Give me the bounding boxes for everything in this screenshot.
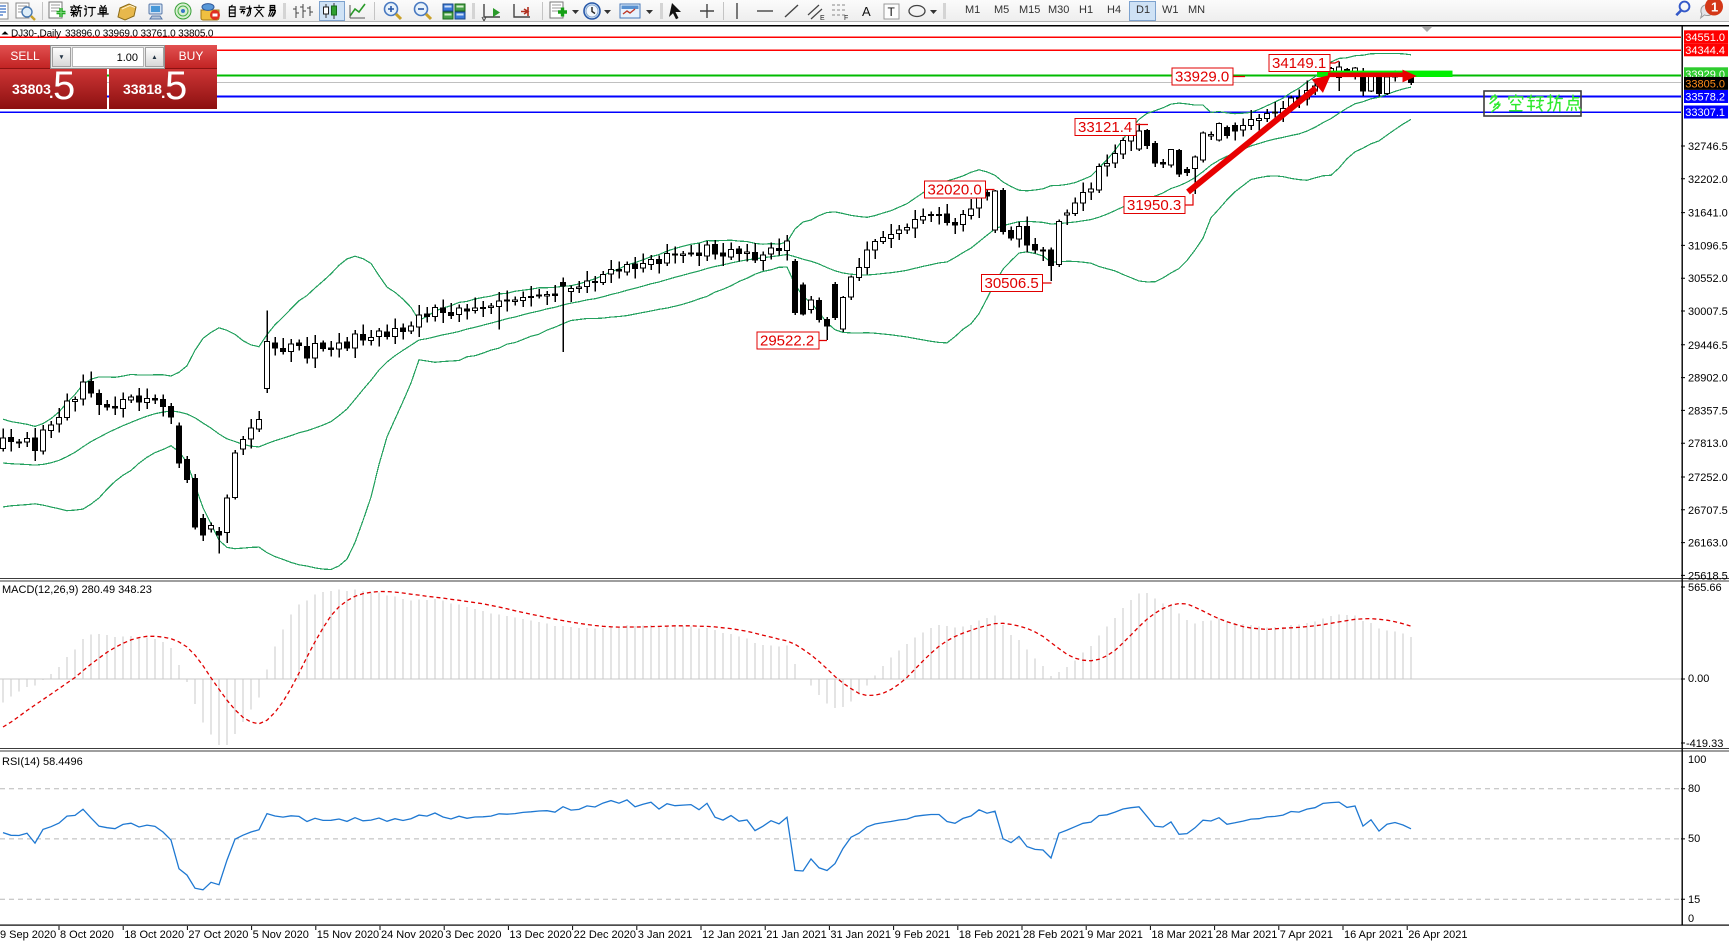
svg-text:31 Jan 2021: 31 Jan 2021 bbox=[830, 929, 891, 941]
svg-text:-419.33: -419.33 bbox=[1686, 738, 1723, 750]
svg-text:E: E bbox=[820, 15, 825, 22]
svg-text:0: 0 bbox=[1688, 913, 1694, 925]
svg-text:34551.0: 34551.0 bbox=[1685, 32, 1725, 44]
svg-text:3 Dec 2020: 3 Dec 2020 bbox=[445, 929, 501, 941]
svg-text:9 Feb 2021: 9 Feb 2021 bbox=[895, 929, 951, 941]
svg-text:RSI(14) 58.4496: RSI(14) 58.4496 bbox=[2, 756, 83, 768]
svg-text:24 Nov 2020: 24 Nov 2020 bbox=[381, 929, 443, 941]
svg-text:32020.0: 32020.0 bbox=[928, 182, 982, 199]
svg-text:100: 100 bbox=[1688, 754, 1706, 766]
svg-text:32202.0: 32202.0 bbox=[1688, 174, 1728, 186]
svg-text:26707.5: 26707.5 bbox=[1688, 505, 1728, 517]
svg-text:9 Sep 2020: 9 Sep 2020 bbox=[0, 929, 56, 941]
svg-text:28 Mar 2021: 28 Mar 2021 bbox=[1216, 929, 1278, 941]
svg-text:30552.0: 30552.0 bbox=[1688, 273, 1728, 285]
svg-text:34149.1: 34149.1 bbox=[1272, 55, 1326, 72]
svg-text:30007.5: 30007.5 bbox=[1688, 306, 1728, 318]
svg-text:18 Oct 2020: 18 Oct 2020 bbox=[124, 929, 184, 941]
svg-text:33307.1: 33307.1 bbox=[1685, 107, 1725, 119]
svg-text:31950.3: 31950.3 bbox=[1127, 197, 1181, 214]
svg-text:32746.5: 32746.5 bbox=[1688, 141, 1728, 153]
svg-text:80: 80 bbox=[1688, 783, 1700, 795]
svg-text:28902.0: 28902.0 bbox=[1688, 373, 1728, 385]
svg-text:27252.0: 27252.0 bbox=[1688, 472, 1728, 484]
svg-text:50: 50 bbox=[1688, 833, 1700, 845]
svg-text:7 Apr 2021: 7 Apr 2021 bbox=[1280, 929, 1333, 941]
svg-text:29446.5: 29446.5 bbox=[1688, 340, 1728, 352]
svg-text:22 Dec 2020: 22 Dec 2020 bbox=[574, 929, 636, 941]
svg-text:33121.4: 33121.4 bbox=[1078, 119, 1132, 136]
svg-text:DJ30-,Daily: DJ30-,Daily bbox=[11, 29, 61, 40]
svg-text:27813.0: 27813.0 bbox=[1688, 438, 1728, 450]
svg-text:25618.5: 25618.5 bbox=[1688, 570, 1728, 582]
svg-text:565.66: 565.66 bbox=[1688, 582, 1722, 594]
svg-text:33929.0: 33929.0 bbox=[1175, 69, 1229, 86]
svg-text:13 Dec 2020: 13 Dec 2020 bbox=[509, 929, 571, 941]
svg-text:31641.0: 31641.0 bbox=[1688, 208, 1728, 220]
svg-text:16 Apr 2021: 16 Apr 2021 bbox=[1344, 929, 1403, 941]
svg-text:18 Feb 2021: 18 Feb 2021 bbox=[959, 929, 1021, 941]
svg-text:33805.0: 33805.0 bbox=[1685, 79, 1725, 91]
svg-text:15: 15 bbox=[1688, 894, 1700, 906]
svg-text:15 Nov 2020: 15 Nov 2020 bbox=[317, 929, 379, 941]
svg-text:34344.4: 34344.4 bbox=[1685, 45, 1725, 57]
svg-text:30506.5: 30506.5 bbox=[985, 275, 1039, 292]
svg-text:12 Jan 2021: 12 Jan 2021 bbox=[702, 929, 763, 941]
svg-text:F: F bbox=[844, 15, 848, 22]
svg-text:3 Jan 2021: 3 Jan 2021 bbox=[638, 929, 692, 941]
svg-text:27 Oct 2020: 27 Oct 2020 bbox=[188, 929, 248, 941]
svg-text:33578.2: 33578.2 bbox=[1685, 92, 1725, 104]
svg-text:9 Mar 2021: 9 Mar 2021 bbox=[1087, 929, 1143, 941]
svg-text:1: 1 bbox=[1711, 0, 1718, 15]
svg-text:28 Feb 2021: 28 Feb 2021 bbox=[1023, 929, 1085, 941]
svg-text:0.00: 0.00 bbox=[1688, 673, 1709, 685]
svg-text:26 Apr 2021: 26 Apr 2021 bbox=[1408, 929, 1467, 941]
svg-text:26163.0: 26163.0 bbox=[1688, 538, 1728, 550]
svg-text:33896.0 33969.0 33761.0 33805.: 33896.0 33969.0 33761.0 33805.0 bbox=[65, 29, 214, 40]
svg-text:MACD(12,26,9) 280.49 348.23: MACD(12,26,9) 280.49 348.23 bbox=[2, 584, 152, 596]
svg-text:29522.2: 29522.2 bbox=[760, 333, 814, 350]
svg-text:T: T bbox=[888, 5, 896, 19]
svg-text:31096.5: 31096.5 bbox=[1688, 240, 1728, 252]
svg-text:28357.5: 28357.5 bbox=[1688, 405, 1728, 417]
svg-text:8 Oct 2020: 8 Oct 2020 bbox=[60, 929, 114, 941]
svg-text:18 Mar 2021: 18 Mar 2021 bbox=[1151, 929, 1213, 941]
svg-text:21 Jan 2021: 21 Jan 2021 bbox=[766, 929, 827, 941]
svg-text:5 Nov 2020: 5 Nov 2020 bbox=[253, 929, 309, 941]
svg-text:A: A bbox=[862, 4, 871, 19]
